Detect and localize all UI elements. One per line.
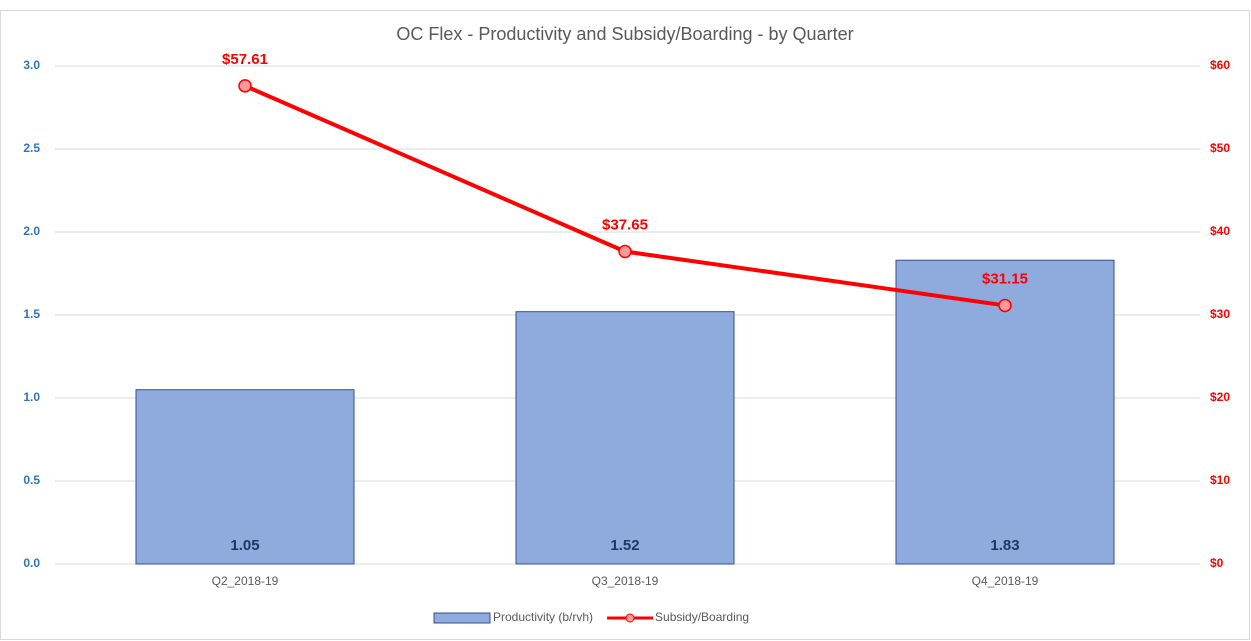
line-value-label: $57.61 [222,51,268,68]
line-value-label: $31.15 [982,270,1028,287]
chart-title: OC Flex - Productivity and Subsidy/Board… [396,24,853,44]
legend-swatch-marker [625,613,635,623]
y2-tick-label: $30 [1210,307,1230,321]
y2-tick-label: $50 [1210,141,1230,155]
y-tick-label: 0.0 [23,556,40,570]
x-tick-label: Q4_2018-19 [972,574,1039,588]
x-tick-label: Q2_2018-19 [212,574,279,588]
y-tick-label: 3.0 [23,58,40,72]
x-tick-label: Q3_2018-19 [592,574,659,588]
bar-value-label: 1.05 [230,537,259,554]
y2-tick-label: $0 [1210,556,1224,570]
bar-value-label: 1.83 [990,537,1019,554]
y2-tick-label: $40 [1210,224,1230,238]
line-marker [998,298,1012,313]
bar [135,389,355,565]
y-tick-label: 2.5 [23,141,40,155]
y-tick-label: 1.5 [23,307,40,321]
line-value-label: $37.65 [602,216,648,233]
y-tick-label: 1.0 [23,390,40,404]
y-tick-label: 2.0 [23,224,40,238]
bar [515,311,735,565]
legend-label: Productivity (b/rvh) [493,610,593,624]
line-marker [618,244,632,259]
line-marker [238,79,252,93]
legend-swatch [433,612,491,624]
legend-label: Subsidy/Boarding [655,610,749,624]
y2-tick-label: $10 [1210,473,1230,487]
y-tick-label: 0.5 [23,473,40,487]
y2-tick-label: $60 [1210,58,1230,72]
y2-tick-label: $20 [1210,390,1230,404]
bar-value-label: 1.52 [610,537,639,554]
